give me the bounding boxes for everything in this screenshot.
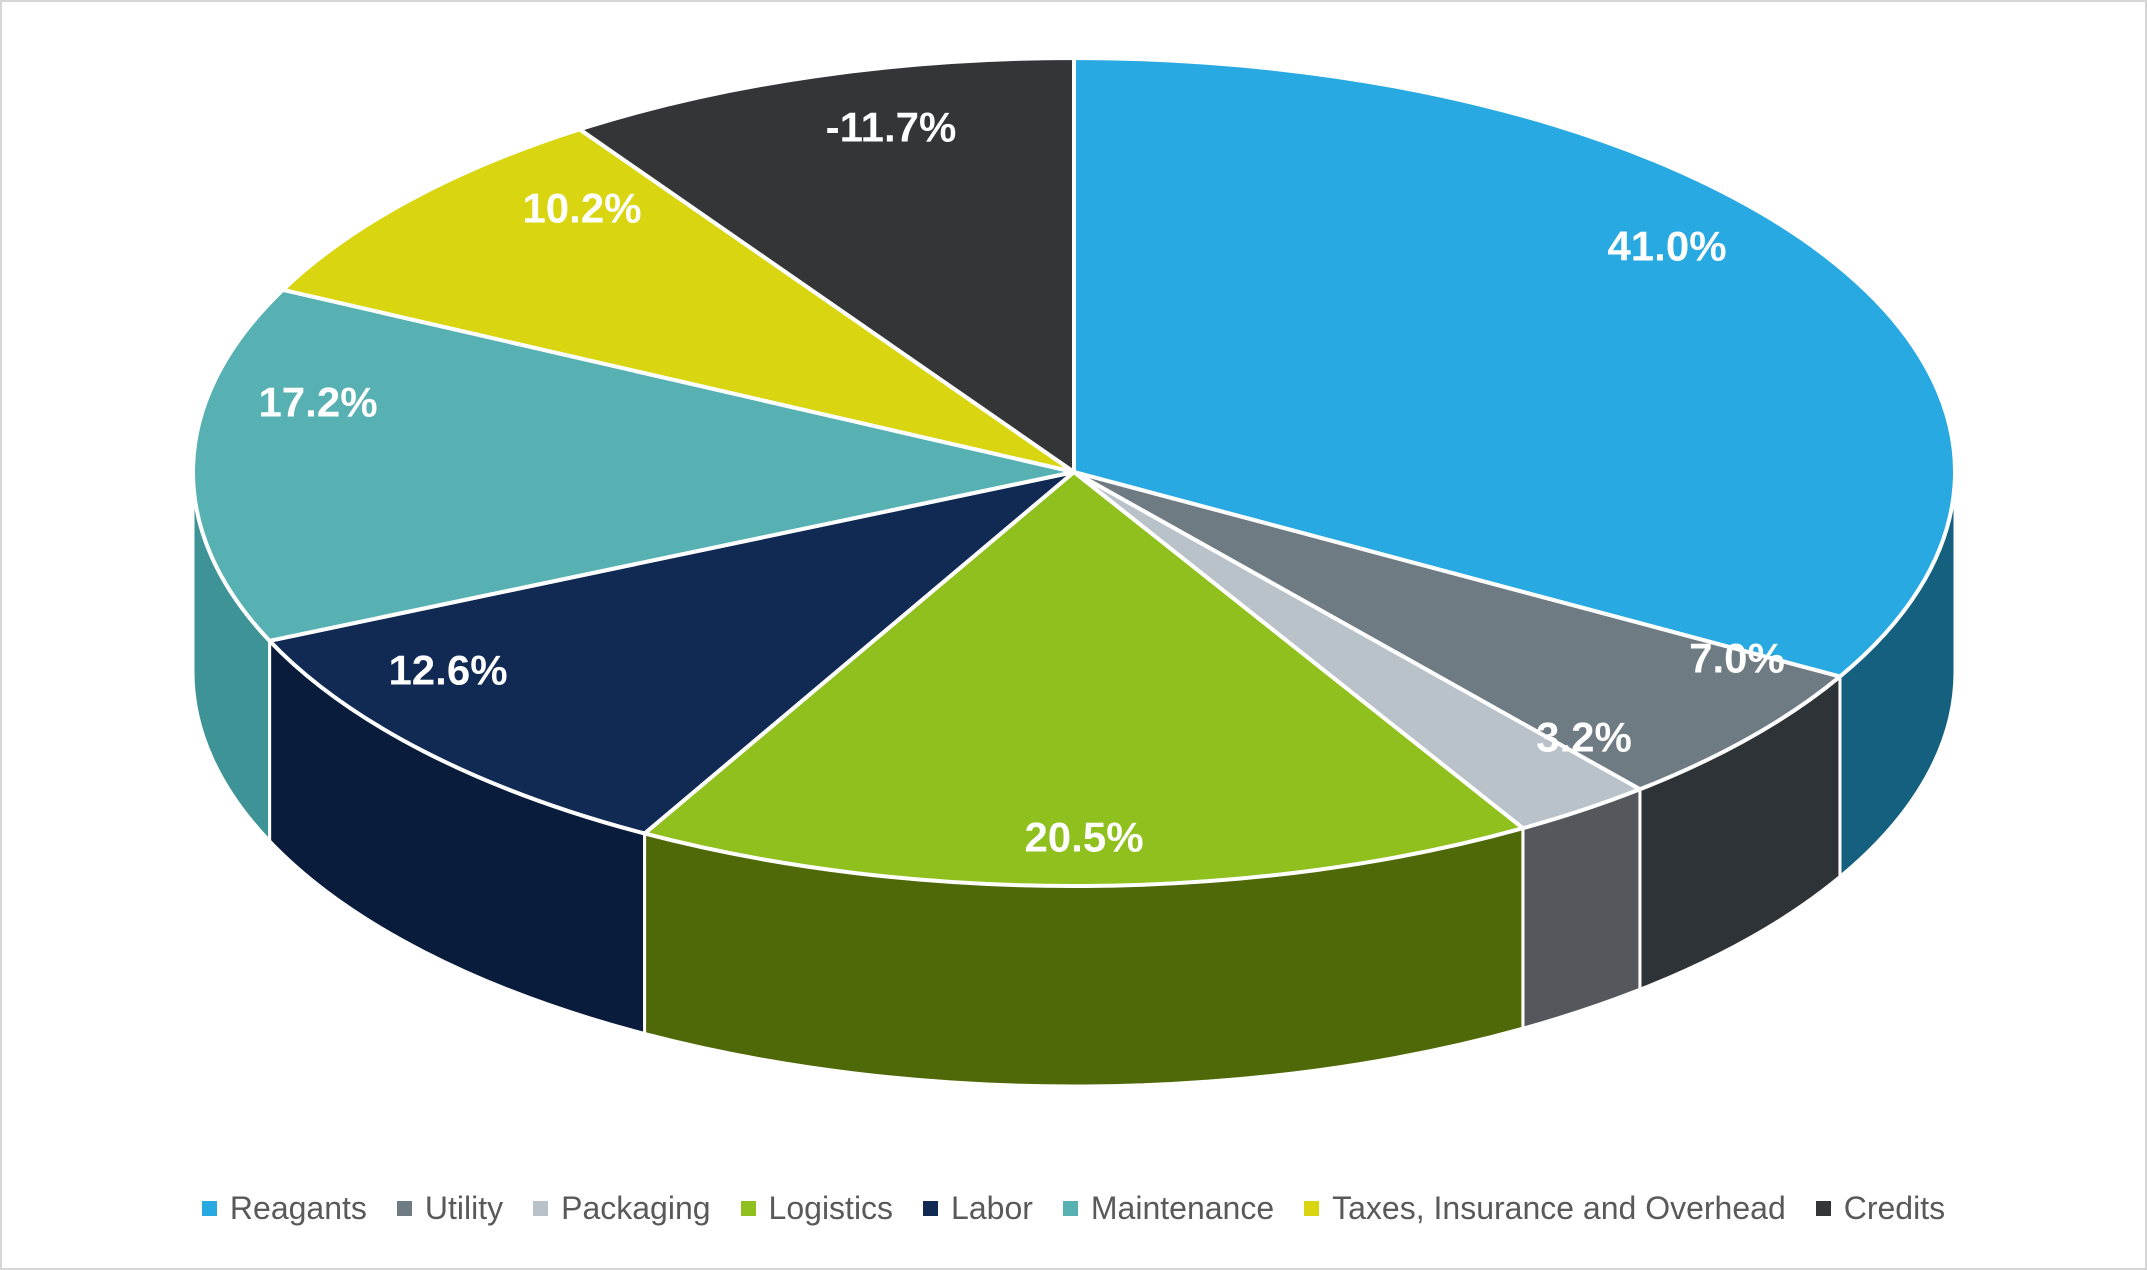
pie-slice-credits bbox=[577, 56, 1076, 474]
legend-item-reagants: Reagants bbox=[201, 1189, 367, 1227]
legend-label-labor: Labor bbox=[951, 1189, 1033, 1226]
slice-value-label-packaging: 3.2% bbox=[1536, 714, 1632, 761]
legend-item-labor: Labor bbox=[923, 1190, 1033, 1227]
legend-color-swatch-labor bbox=[923, 1200, 939, 1216]
legend-label-packaging: Packaging bbox=[561, 1189, 711, 1226]
legend-item-taxes-insurance-and-overhead: Taxes, Insurance and Overhead bbox=[1304, 1190, 1786, 1227]
slice-value-label-reagants: 41.0% bbox=[1607, 223, 1726, 270]
legend-color-swatch-credits bbox=[1815, 1200, 1831, 1216]
legend-label-utility: Utility bbox=[424, 1189, 504, 1226]
pie-slice-maintenance bbox=[191, 287, 1076, 643]
legend-item-logistics: Logistics bbox=[740, 1189, 894, 1227]
slice-value-label-logistics: 20.5% bbox=[1024, 814, 1143, 861]
legend-label-maintenance: Maintenance bbox=[1090, 1189, 1275, 1226]
slice-value-label-labor: 12.6% bbox=[388, 647, 507, 694]
pie-slice-reagants bbox=[1072, 56, 1957, 679]
legend-color-swatch-packaging bbox=[533, 1200, 549, 1216]
legend-label-reagants: Reagants bbox=[229, 1189, 367, 1226]
legend-item-credits: Credits bbox=[1815, 1189, 1946, 1227]
slice-value-label-maintenance: 17.2% bbox=[258, 379, 377, 426]
legend-color-swatch-maintenance bbox=[1062, 1200, 1078, 1216]
pie-slice-labor bbox=[267, 470, 1076, 836]
slice-value-label-credits: -11.7% bbox=[826, 104, 957, 151]
legend-item-maintenance: Maintenance bbox=[1062, 1189, 1275, 1227]
legend-label-taxes-insurance-and-overhead: Taxes, Insurance and Overhead bbox=[1332, 1189, 1786, 1226]
pie-slice-utility bbox=[1072, 470, 1842, 792]
pie-slice-logistics bbox=[642, 470, 1525, 888]
chart-legend: Reagants Utility Packaging Logistics Labor Ma… bbox=[2, 1180, 2145, 1236]
pie-slice-labels: 41.0% 7.0% 3.2% 20.5% 12.6% 17.2% 10.2% -11.7% bbox=[258, 104, 1784, 861]
pie-slice-tops bbox=[191, 56, 1957, 888]
legend-label-credits: Credits bbox=[1843, 1189, 1946, 1226]
slice-value-label-utility: 7.0% bbox=[1689, 635, 1785, 682]
pie-slice-walls bbox=[191, 470, 1957, 1088]
legend-color-swatch-logistics bbox=[740, 1200, 756, 1216]
legend-label-logistics: Logistics bbox=[768, 1189, 894, 1226]
pie-slice-taxes-insurance-and-overhead bbox=[280, 127, 1076, 474]
legend-item-utility: Utility bbox=[396, 1189, 504, 1227]
legend-item-packaging: Packaging bbox=[533, 1189, 711, 1227]
legend-color-swatch-taxes-insurance-and-overhead bbox=[1304, 1200, 1320, 1216]
legend-color-swatch-utility bbox=[396, 1200, 412, 1216]
slice-value-label-taxes-insurance-and-overhead: 10.2% bbox=[522, 185, 641, 232]
legend-color-swatch-reagants bbox=[201, 1200, 217, 1216]
